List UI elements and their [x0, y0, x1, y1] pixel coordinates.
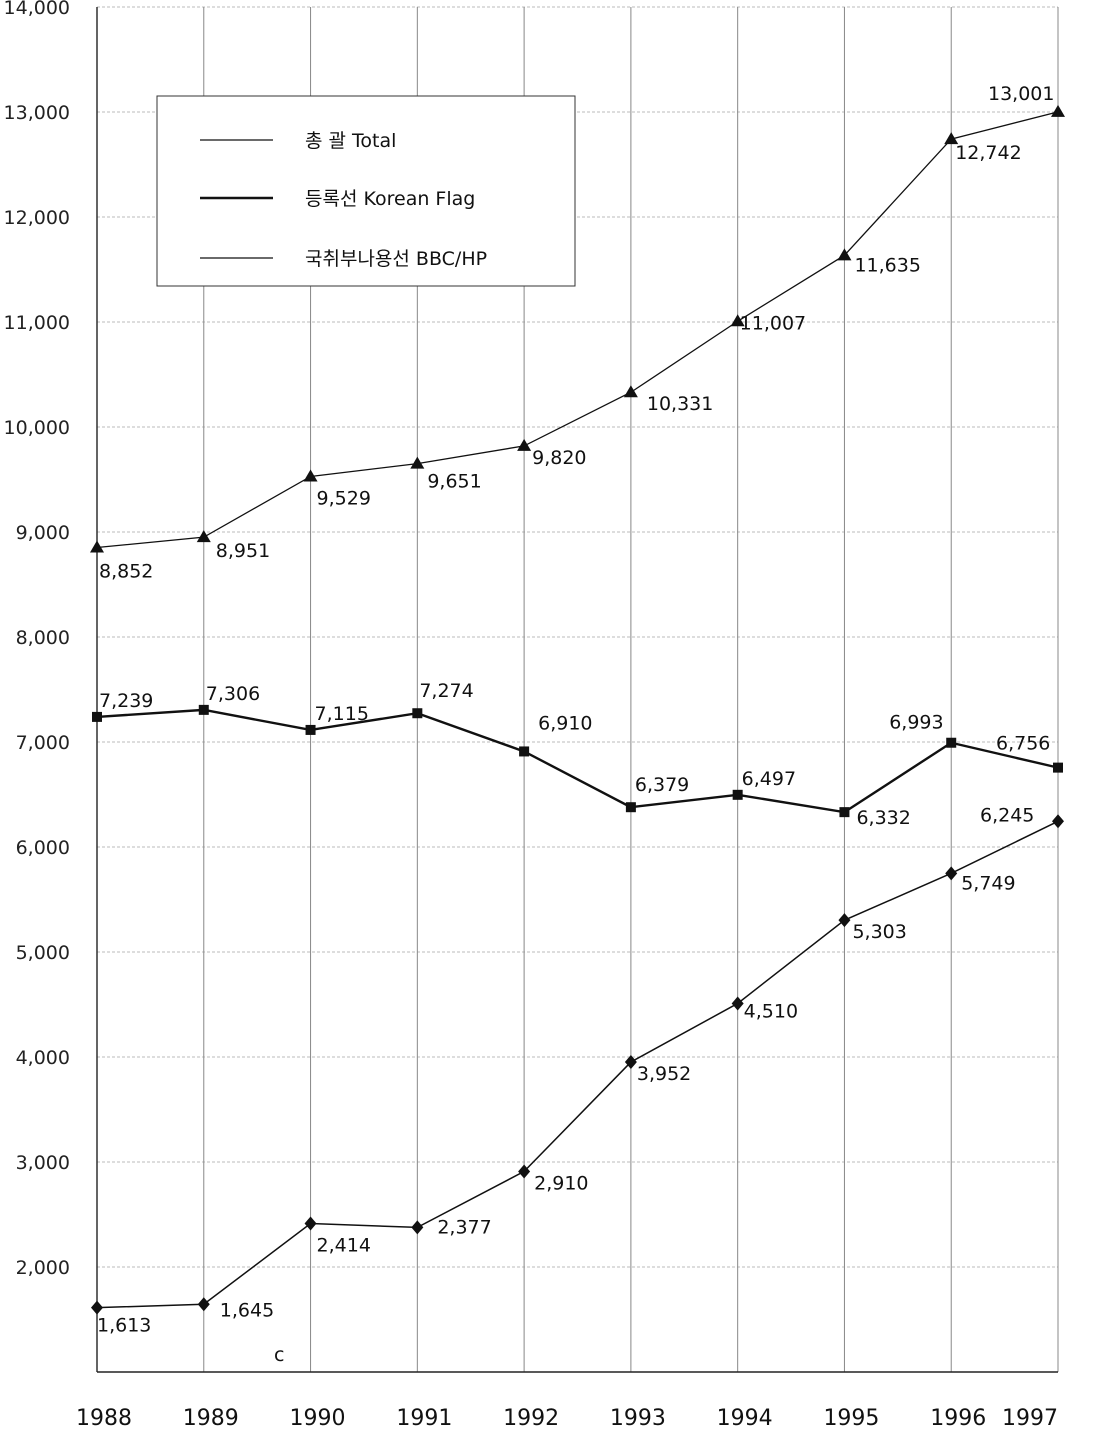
legend-label-korean-flag: 등록선 Korean Flag [305, 188, 475, 210]
data-label: 6,379 [635, 774, 689, 796]
data-label: 6,910 [538, 712, 592, 734]
square-marker [625, 802, 636, 813]
diamond-marker [838, 913, 851, 928]
data-label: 3,952 [637, 1063, 691, 1085]
y-tick-label: 6,000 [16, 837, 70, 859]
data-label: 2,414 [317, 1235, 371, 1257]
x-tick-label: 1992 [503, 1406, 559, 1431]
data-label: 5,303 [852, 921, 906, 943]
data-label: 8,852 [99, 561, 153, 583]
data-label: 11,007 [740, 312, 806, 334]
data-label: 13,001 [988, 83, 1054, 105]
y-tick-label: 13,000 [4, 102, 70, 124]
data-label: 7,306 [206, 683, 260, 705]
series-2 [92, 704, 1063, 818]
square-marker [412, 708, 423, 719]
data-label: 10,331 [647, 393, 713, 415]
series-line [96, 708, 1059, 814]
triangle-marker [517, 438, 532, 451]
series-1 [90, 104, 1065, 553]
x-tick-label: 1988 [76, 1406, 132, 1431]
diamond-marker [91, 1300, 103, 1315]
triangle-marker [623, 385, 638, 398]
data-label: 7,115 [315, 703, 369, 725]
x-tick-label: 1994 [717, 1406, 773, 1431]
diamond-marker [197, 1297, 210, 1312]
y-tick-label: 10,000 [4, 417, 70, 439]
series-3 [91, 814, 1064, 1315]
diamond-marker [624, 1055, 637, 1070]
data-label: 6,756 [996, 733, 1050, 755]
y-tick-label: 5,000 [16, 942, 70, 964]
square-marker [946, 737, 957, 748]
square-marker [732, 789, 743, 800]
data-label: 6,245 [980, 804, 1034, 826]
data-label: 9,820 [532, 447, 586, 469]
triangle-marker [837, 248, 852, 261]
data-label: 5,749 [961, 872, 1015, 894]
legend: 총 괄 Total 등록선 Korean Flag 국취부나용선 BBC/HP [156, 95, 576, 287]
diamond-marker [1052, 814, 1064, 829]
data-label: 4,510 [744, 1000, 798, 1022]
data-label: 2,910 [534, 1172, 588, 1194]
data-label: 11,635 [854, 254, 920, 276]
series-line [96, 111, 1059, 549]
x-tick-label: 1996 [930, 1406, 986, 1431]
square-marker [1053, 762, 1063, 773]
square-marker [92, 711, 102, 722]
legend-label-total: 총 괄 Total [305, 130, 396, 152]
diamond-marker [945, 866, 958, 881]
data-label: 2,377 [437, 1216, 491, 1238]
y-tick-label: 7,000 [16, 732, 70, 754]
triangle-marker [730, 314, 745, 327]
x-tick-label: 1995 [823, 1406, 879, 1431]
data-label: 7,274 [419, 680, 473, 702]
square-marker [839, 807, 850, 818]
data-labels: 8,852 8,951 9,529 9,651 9,820 10,331 11,007 11,… [97, 83, 1054, 1337]
y-tick-label: 14,000 [4, 0, 70, 19]
y-tick-label: 4,000 [16, 1047, 70, 1069]
y-axis: 2,000 3,000 4,000 5,000 6,000 7,000 8,000 9,000… [4, 0, 98, 1372]
data-label: 6,497 [742, 768, 796, 790]
legend-label-bbc-hp: 국취부나용선 BBC/HP [305, 248, 487, 270]
x-axis: 1988 1989 1990 1991 1992 1993 1994 1995 1996 1997 [76, 1371, 1058, 1431]
diamond-marker [731, 996, 744, 1011]
y-tick-label: 11,000 [4, 312, 70, 334]
square-marker [519, 746, 530, 757]
triangle-marker [90, 540, 104, 553]
y-tick-label: 9,000 [16, 522, 70, 544]
x-tick-label: 1989 [183, 1406, 239, 1431]
y-tick-label: 12,000 [4, 207, 70, 229]
diamond-marker [411, 1220, 424, 1235]
data-label: 7,239 [99, 690, 153, 712]
triangle-marker [410, 456, 425, 469]
square-marker [305, 724, 316, 735]
diamond-marker [304, 1216, 317, 1231]
series-line [96, 820, 1059, 1309]
x-tick-label: 1990 [290, 1406, 346, 1431]
x-tick-label: 1991 [396, 1406, 452, 1431]
data-label: 1,613 [97, 1315, 151, 1337]
x-tick-label: 1997 [1002, 1406, 1058, 1431]
series-layer [90, 104, 1065, 1315]
data-label: 9,651 [427, 471, 481, 493]
data-label: 6,993 [889, 712, 943, 734]
triangle-marker [1051, 104, 1065, 117]
data-label: 6,332 [856, 807, 910, 829]
data-label: 9,529 [317, 487, 371, 509]
data-label: 8,951 [216, 540, 270, 562]
data-label: 1,645 [220, 1299, 274, 1321]
y-tick-label: 3,000 [16, 1152, 70, 1174]
diamond-marker [518, 1164, 531, 1179]
x-tick-label: 1993 [610, 1406, 666, 1431]
data-label: 12,742 [955, 142, 1021, 164]
triangle-marker [303, 469, 318, 482]
stray-annotation: c [274, 1344, 284, 1366]
y-tick-label: 8,000 [16, 627, 70, 649]
triangle-marker [196, 530, 211, 543]
square-marker [198, 704, 209, 715]
triangle-marker [944, 132, 959, 145]
y-tick-label: 2,000 [16, 1257, 70, 1279]
